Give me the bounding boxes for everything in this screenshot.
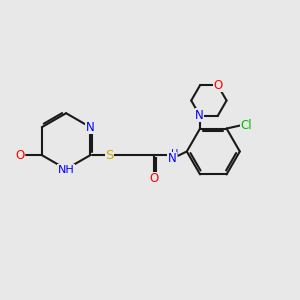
Text: N: N: [86, 121, 95, 134]
Text: O: O: [15, 149, 24, 162]
Text: O: O: [149, 172, 158, 185]
Text: O: O: [214, 79, 223, 92]
Text: N: N: [195, 109, 204, 122]
Text: NH: NH: [58, 165, 74, 175]
Text: H: H: [170, 149, 178, 159]
Text: Cl: Cl: [241, 119, 252, 132]
Text: N: N: [168, 152, 176, 165]
Text: S: S: [105, 149, 114, 162]
